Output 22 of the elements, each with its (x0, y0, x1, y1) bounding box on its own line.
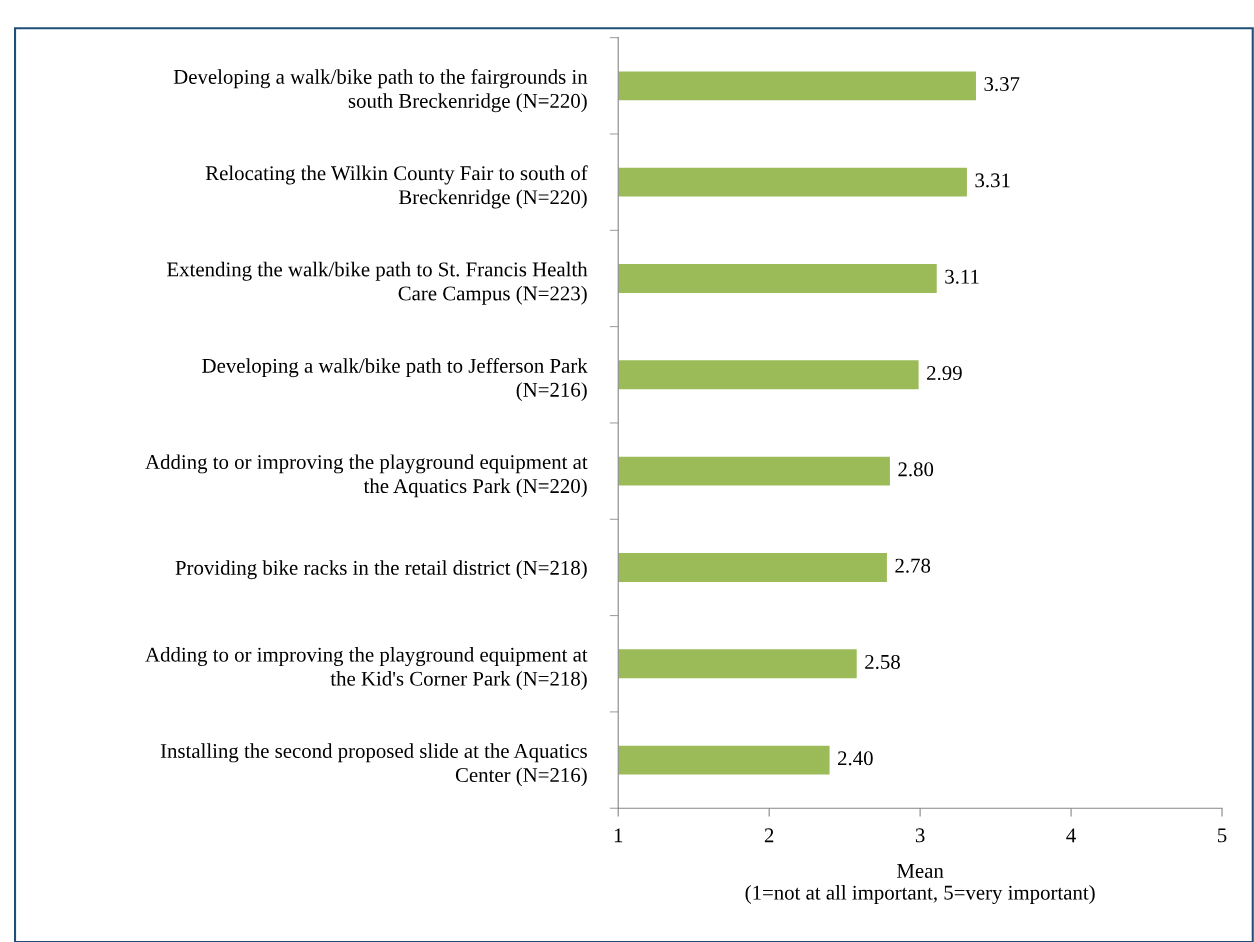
data-label: 2.78 (895, 558, 931, 573)
x-tick-label: 1 (614, 828, 623, 843)
y-tick-label: Developing a walk/bike path to Jefferson Park (N=216) (202, 357, 588, 402)
x-tick-label: 4 (1066, 828, 1076, 843)
y-tick-label: Adding to or improving the playground equipment at the Kid's Corner Park (N=218) (145, 647, 588, 690)
data-label: 2.40 (838, 751, 873, 766)
x-tick-label: 3 (915, 828, 925, 843)
y-tick-label: Developing a walk/bike path to the fairgrounds in south Breckenridge (N=220) (173, 69, 588, 113)
x-axis-title: Mean (1=not at all important, 5=very important) (745, 864, 1095, 904)
y-tick-label: Relocating the Wilkin County Fair to south of Breckenridge (N=220) (205, 165, 588, 209)
y-tick-label: Installing the second proposed slide at the Aquatics Center (N=216) (160, 743, 587, 787)
data-label: 3.11 (945, 269, 979, 284)
data-label: 3.37 (984, 77, 1020, 92)
y-tick-label: Adding to or improving the playground equipment at the Aquatics Park (N=220) (145, 454, 588, 498)
y-tick-label: Extending the walk/bike path to St. Francis Health Care Campus (N=223) (167, 261, 588, 305)
data-label: 2.80 (898, 462, 934, 477)
x-tick-label: 2 (764, 828, 774, 843)
data-label: 3.31 (975, 173, 1010, 188)
data-label: 2.99 (927, 366, 962, 381)
data-label: 2.58 (865, 654, 900, 670)
x-tick-label: 5 (1218, 828, 1227, 843)
y-tick-label: Providing bike racks in the retail district (N=218) (175, 560, 587, 580)
